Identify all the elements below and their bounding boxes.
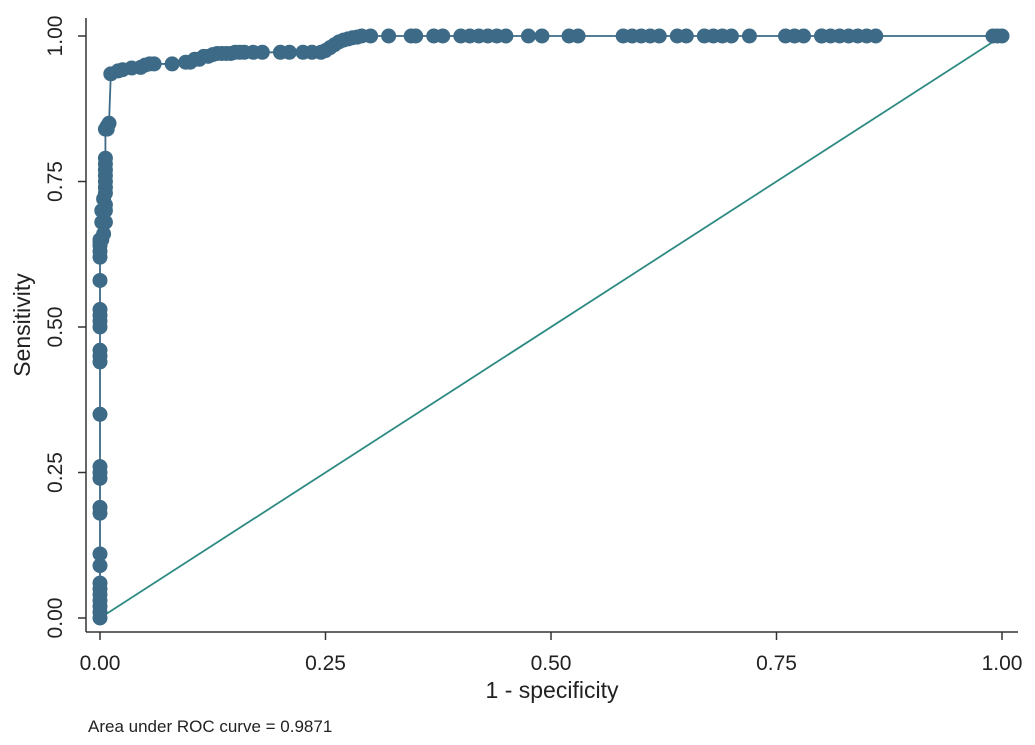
x-tick-label: 0.50: [531, 652, 572, 675]
roc-point: [678, 28, 694, 44]
roc-point: [281, 44, 297, 60]
roc-point: [435, 28, 451, 44]
roc-point: [254, 44, 270, 60]
x-tick-label: 1.00: [982, 652, 1023, 675]
series-group: [92, 28, 1010, 626]
roc-point: [96, 226, 112, 242]
y-tick-label: 0.50: [44, 307, 67, 348]
roc-point: [92, 546, 108, 562]
y-tick-label: 1.00: [44, 16, 67, 57]
roc-point: [868, 28, 884, 44]
roc-point: [97, 197, 113, 213]
roc-point: [570, 28, 586, 44]
roc-point: [92, 558, 108, 574]
roc-point: [92, 459, 108, 475]
roc-point: [381, 28, 397, 44]
reference-line: [99, 35, 1003, 619]
roc-point: [101, 115, 117, 131]
roc-point: [97, 150, 113, 166]
x-tick-label: 0.25: [305, 652, 346, 675]
roc-point: [796, 28, 812, 44]
roc-point: [92, 575, 108, 591]
roc-point: [723, 28, 739, 44]
roc-point: [92, 406, 108, 422]
roc-point: [164, 56, 180, 72]
y-axis-title: Sensitivity: [9, 273, 35, 377]
roc-point: [994, 28, 1010, 44]
x-ticks: 0.00 0.25 0.50 0.75 1.00: [80, 632, 1023, 675]
x-tick-label: 0.75: [756, 652, 797, 675]
roc-point: [520, 28, 536, 44]
x-axis-title: 1 - specificity: [486, 677, 619, 703]
roc-point: [363, 28, 379, 44]
y-tick-label: 0.25: [44, 452, 67, 493]
roc-point: [408, 28, 424, 44]
roc-point: [498, 28, 514, 44]
y-tick-label: 0.00: [44, 598, 67, 639]
roc-point: [92, 499, 108, 515]
roc-point: [741, 28, 757, 44]
roc-point: [97, 214, 113, 230]
y-ticks: 0.00 0.25 0.50 0.75 1.00: [44, 16, 86, 639]
roc-point: [92, 272, 108, 288]
roc-point: [92, 302, 108, 318]
roc-point: [651, 28, 667, 44]
auc-annotation: Area under ROC curve = 0.9871: [88, 717, 332, 736]
roc-point: [92, 342, 108, 358]
y-tick-label: 0.75: [44, 161, 67, 202]
x-tick-label: 0.00: [80, 652, 121, 675]
roc-point: [146, 56, 162, 72]
roc-point: [534, 28, 550, 44]
axes: [85, 18, 1018, 633]
